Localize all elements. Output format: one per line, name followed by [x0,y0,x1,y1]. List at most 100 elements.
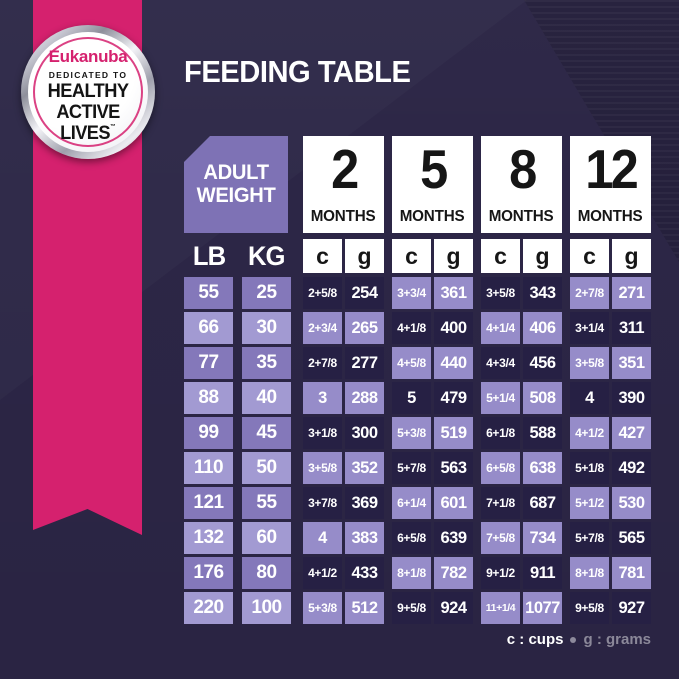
feed-amount: 8+1/8 [575,566,604,580]
grams-value-cell: 734 [523,522,562,554]
feed-amount: 6+1/8 [486,426,515,440]
unit-header-grams-2: g [345,239,384,273]
feed-amount: 2+7/8 [308,356,337,370]
grams-value-cell: 687 [523,487,562,519]
feed-amount: 588 [529,423,556,442]
feed-amount: 5+1/2 [575,496,604,510]
feed-amount: 2+7/8 [575,286,604,300]
month-number: 8 [508,138,537,200]
grams-value-cell: 479 [434,382,473,414]
cups-value-cell: 6+1/4 [392,487,431,519]
feed-amount: 3+1/4 [575,321,604,335]
feed-amount: 911 [529,563,556,582]
grams-value-cell: 427 [612,417,651,449]
feed-amount: 4+1/2 [575,426,604,440]
grams-value-cell: 369 [345,487,384,519]
feed-amount: 479 [440,388,467,407]
cups-value-cell: 5+1/2 [570,487,609,519]
feed-amount: 3+5/8 [308,461,337,475]
grams-value-cell: 440 [434,347,473,379]
cups-value-cell: 8+1/8 [392,557,431,589]
feed-amount: 400 [440,318,467,337]
grams-value-cell: 639 [434,522,473,554]
grams-value-cell: 508 [523,382,562,414]
feed-amount: 456 [529,353,556,372]
units-legend: c : cups g : grams [507,631,651,648]
grams-value-cell: 271 [612,277,651,309]
feed-amount: 5+1/4 [486,391,515,405]
weight-kg-cell: 100 [242,592,291,624]
feed-amount: 369 [351,493,378,512]
feed-amount: 4+5/8 [397,356,426,370]
badge-headline-active: ACTIVE [56,102,120,123]
grams-value-cell: 911 [523,557,562,589]
feed-amount: 265 [351,318,378,337]
feed-amount: 9+5/8 [397,601,426,615]
weight-kg-cell: 50 [242,452,291,484]
feed-amount: 11+1/4 [485,602,516,614]
weight-kg-cell: 60 [242,522,291,554]
grams-value-cell: 782 [434,557,473,589]
badge-headline-healthy: HEALTHY [47,81,129,102]
weight-lb-cell: 99 [184,417,233,449]
weight-col-header-lb: LB [192,240,225,271]
unit-header-grams-12: g [612,239,651,273]
unit-header-cups-12: c [570,239,609,273]
cups-value-cell: 6+1/8 [481,417,520,449]
feed-amount: 519 [440,423,467,442]
feed-amount: 530 [618,493,645,512]
kg-value: 40 [256,387,277,408]
cups-value-cell: 9+5/8 [570,592,609,624]
lb-value: 176 [193,562,224,583]
grams-value-cell: 433 [345,557,384,589]
lb-value: 121 [193,492,224,513]
grams-value-cell: 781 [612,557,651,589]
kg-value: 50 [256,457,277,478]
cups-value-cell: 4 [570,382,609,414]
weight-lb-cell: 88 [184,382,233,414]
feed-amount: 5 [407,388,416,407]
cups-value-cell: 3+5/8 [570,347,609,379]
kg-value: 30 [256,317,277,338]
cups-value-cell: 2+7/8 [570,277,609,309]
feed-amount: 927 [618,598,645,617]
feed-amount: 7+1/8 [486,496,515,510]
grams-value-cell: 1077 [523,592,562,624]
cups-value-cell: 5+1/8 [570,452,609,484]
cups-value-cell: 4+1/2 [303,557,342,589]
feed-amount: 5+3/8 [308,601,337,615]
grams-value-cell: 512 [345,592,384,624]
month-header-5: 5 MONTHS [392,136,473,233]
adult-weight-line1: ADULT [203,160,269,184]
weight-lb-cell: 66 [184,312,233,344]
cups-value-cell: 2+5/8 [303,277,342,309]
kg-value: 25 [256,282,277,303]
weight-lb-cell: 121 [184,487,233,519]
weight-kg-cell: 25 [242,277,291,309]
grams-value-cell: 277 [345,347,384,379]
feed-amount: 4 [318,528,327,547]
grams-value-cell: 519 [434,417,473,449]
cups-value-cell: 4+3/4 [481,347,520,379]
unit-header-grams-8: g [523,239,562,273]
weight-lb-cell: 77 [184,347,233,379]
weight-kg-cell: 45 [242,417,291,449]
grams-value-cell: 311 [612,312,651,344]
grams-value-cell: 530 [612,487,651,519]
weight-lb-cell: 176 [184,557,233,589]
lb-value: 77 [198,352,219,373]
page-title: FEEDING TABLE [184,54,411,89]
feed-amount: 2+3/4 [308,321,337,335]
feed-amount: 9+1/2 [486,566,515,580]
feed-amount: 5+1/8 [575,461,604,475]
feed-amount: 406 [529,318,556,337]
cups-value-cell: 2+7/8 [303,347,342,379]
lb-value: 66 [198,317,219,338]
feed-amount: 4 [585,388,594,407]
month-header-12: 12 MONTHS [570,136,651,233]
cups-value-cell: 4+1/2 [570,417,609,449]
grams-value-cell: 456 [523,347,562,379]
feed-amount: 512 [351,598,378,617]
grams-value-cell: 601 [434,487,473,519]
feed-amount: 6+5/8 [397,531,426,545]
